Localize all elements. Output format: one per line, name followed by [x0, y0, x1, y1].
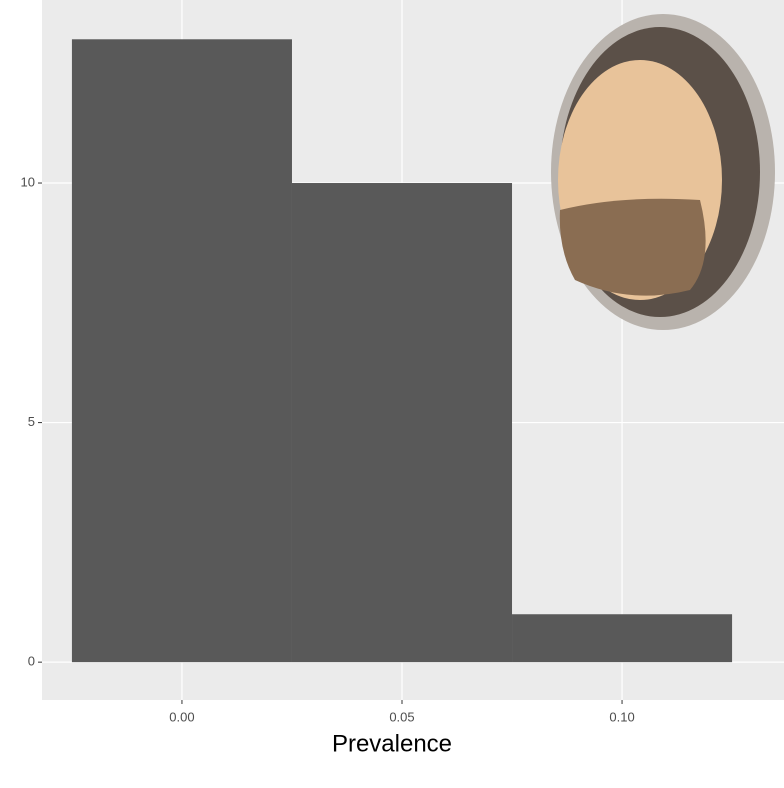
x-tick-label: 0.00	[169, 709, 194, 724]
y-tick-label: 10	[21, 174, 35, 189]
page: {"chart_data": {"type": "histogram", "x_…	[0, 0, 784, 788]
bar	[512, 614, 732, 662]
x-tick-label: 0.10	[609, 709, 634, 724]
bar	[72, 39, 292, 662]
chart: Prevalence 0 5 10 0.00 0.05 0.10	[0, 0, 784, 788]
x-tick-label: 0.05	[389, 709, 414, 724]
y-tick-label: 0	[28, 654, 35, 669]
bar	[292, 183, 512, 662]
x-axis-title: Prevalence	[332, 730, 452, 757]
abalone-photo	[551, 14, 775, 330]
y-tick-label: 5	[28, 414, 35, 429]
